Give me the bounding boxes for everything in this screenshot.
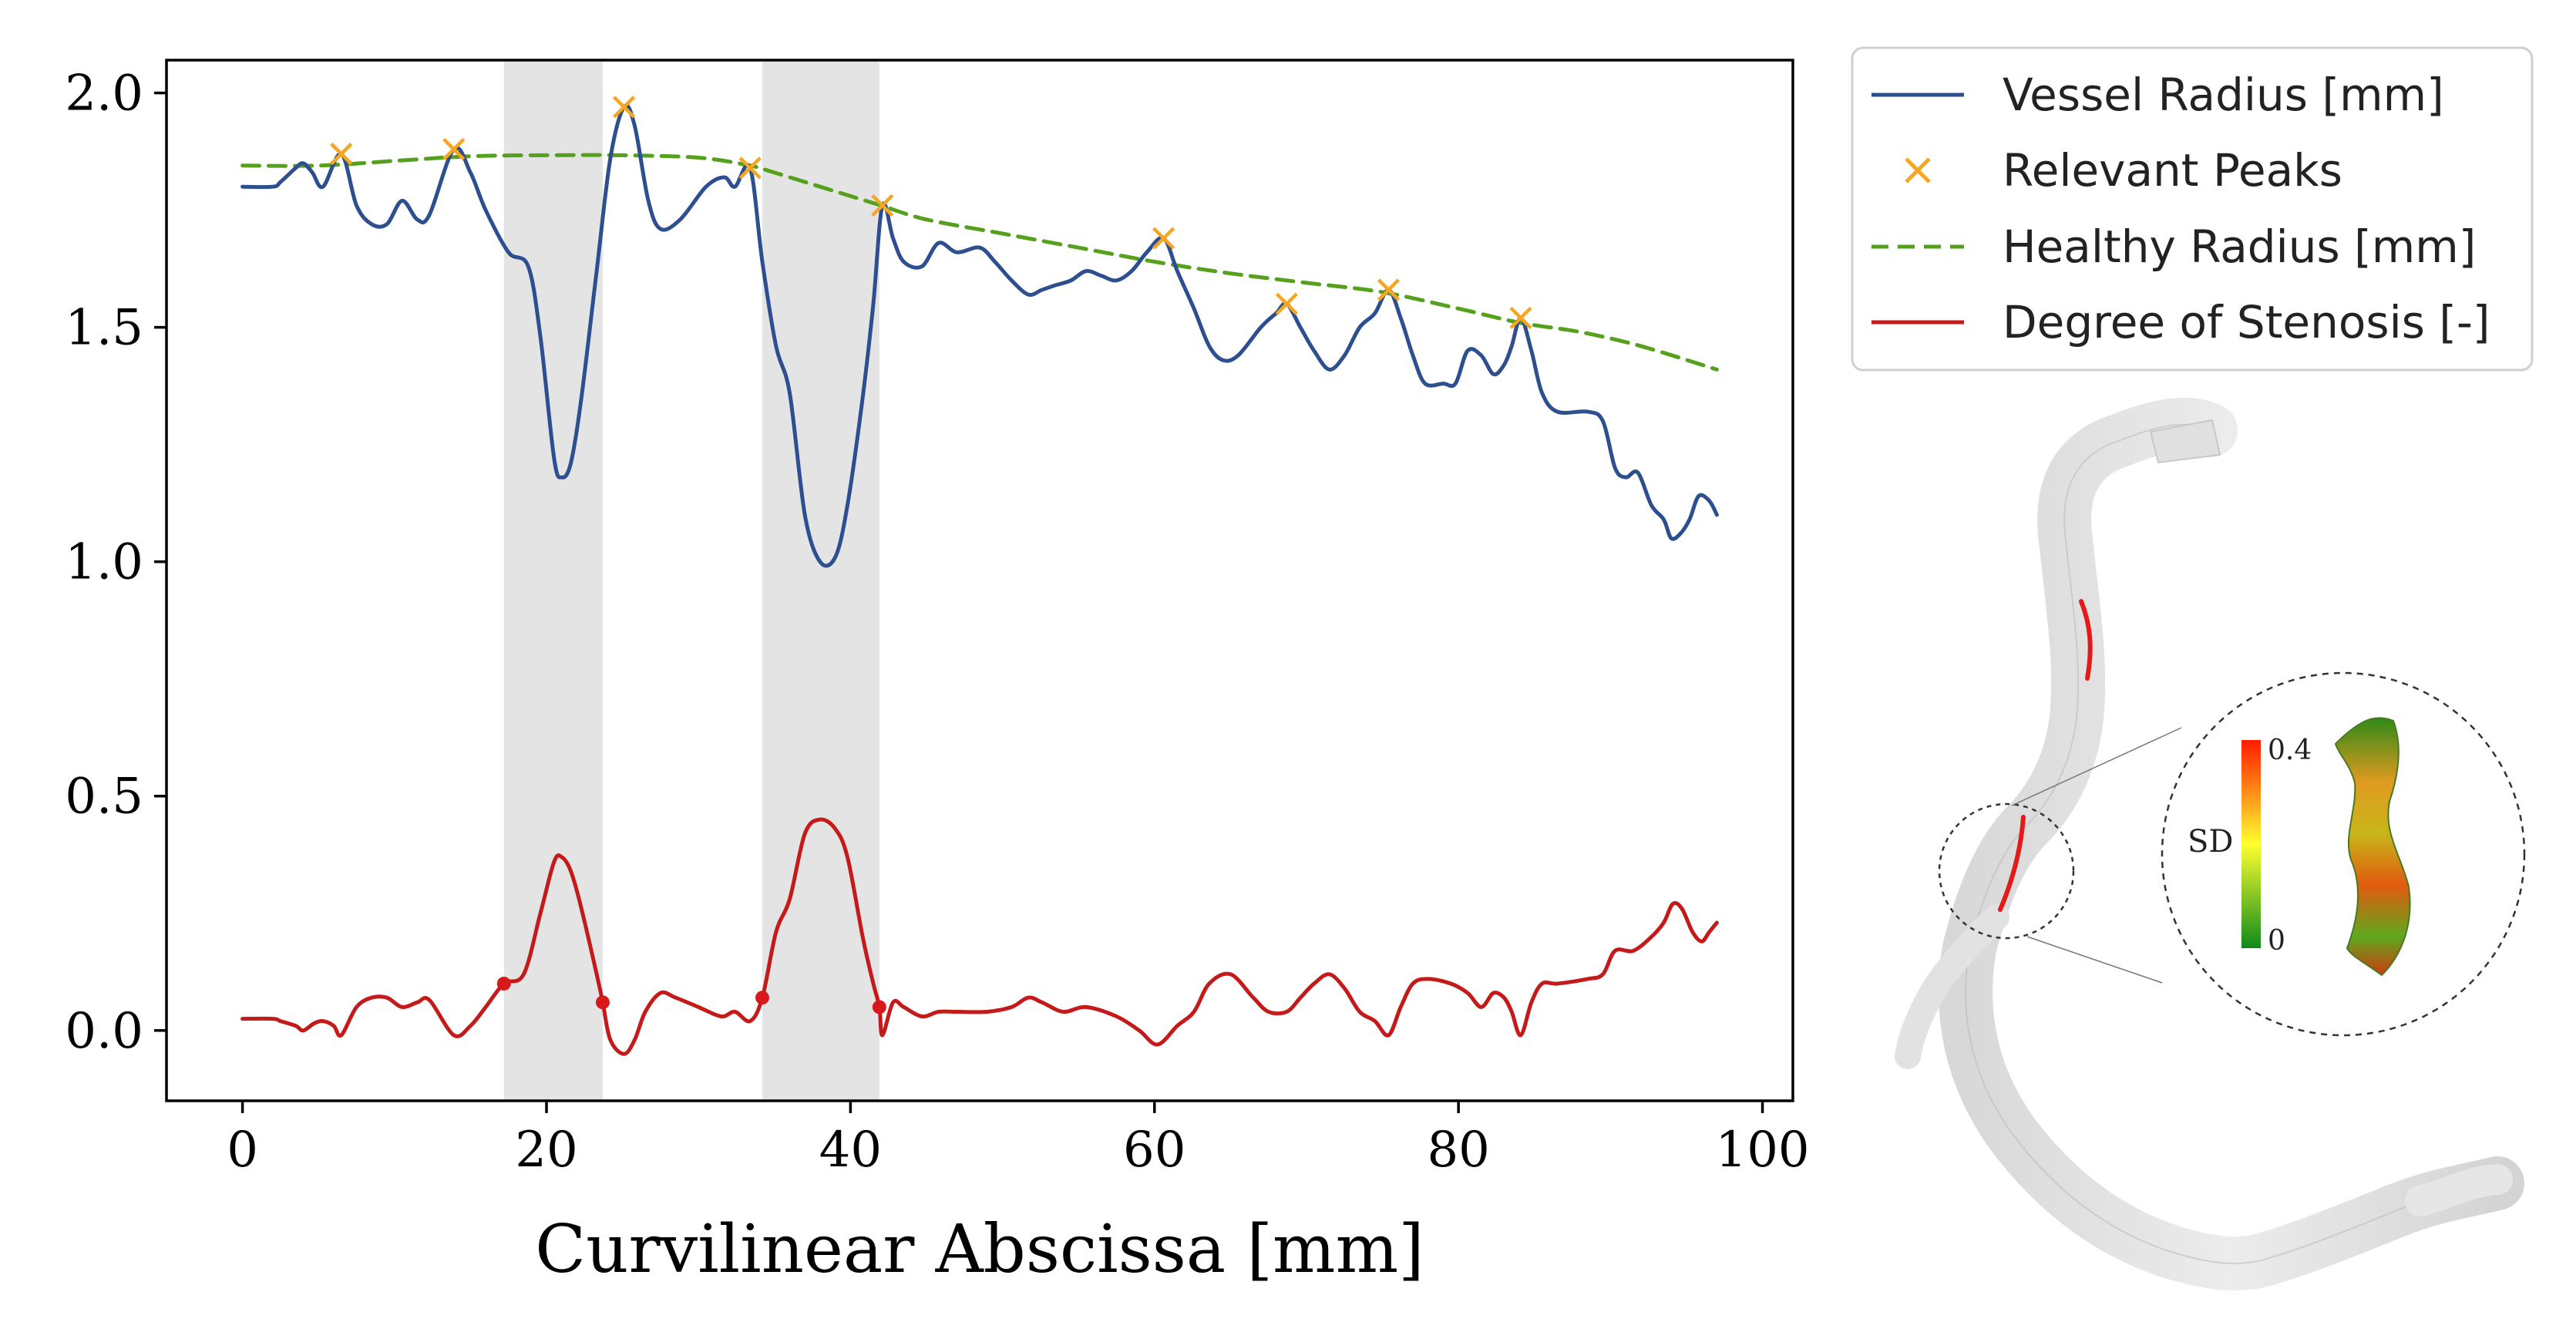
plot-frame — [165, 59, 1794, 1102]
peak-marker-6 — [1275, 292, 1298, 315]
legend: Vessel Radius [mm] Relevant Peaks Health… — [1851, 46, 2534, 372]
peak-marker-8 — [1509, 306, 1532, 330]
y-tick-label-4: 2.0 — [65, 66, 143, 123]
series-lines — [240, 103, 1719, 1056]
series-line-degree-of-stenosis — [240, 817, 1719, 1056]
main-plot: 0 20 40 60 80 100 0.0 0.5 1.0 1.5 2.0 Curvilinear… — [65, 59, 1810, 1288]
stenosis-boundary-dot-1 — [595, 995, 610, 1010]
peak-marker-2 — [612, 96, 636, 119]
zoom-connector-top — [2011, 727, 2182, 806]
peak-marker-1 — [442, 137, 466, 161]
x-tick-label-5: 100 — [1715, 1122, 1809, 1179]
stenosis-boundary-dot-3 — [872, 1000, 886, 1014]
stenosis-regions — [503, 60, 879, 1101]
peak-marker-7 — [1377, 278, 1401, 301]
legend-relevant-peaks: Relevant Peaks — [2003, 144, 2342, 197]
y-tick-label-3: 1.5 — [65, 300, 143, 357]
series-line-healthy-radius — [240, 153, 1719, 372]
sd-colorbar — [2241, 740, 2261, 948]
stenosis-boundary-dot-0 — [496, 976, 511, 991]
legend-box — [1851, 46, 2534, 372]
x-axis-ticks: 0 20 40 60 80 100 — [227, 1101, 1810, 1179]
vessel-side-branch — [1895, 904, 2009, 1069]
vessel-tail — [2405, 1164, 2513, 1216]
x-tick-label-0: 0 — [227, 1122, 258, 1179]
stenosis-region-1 — [762, 60, 879, 1101]
colorbar-title: SD — [2188, 824, 2233, 860]
series-markers — [330, 96, 1532, 1014]
stenosis-mark-lower — [1998, 815, 2026, 912]
vessel-3d-rendering: 0.4 0 SD — [1895, 397, 2526, 1291]
x-axis-label: Curvilinear Abscissa [mm] — [535, 1211, 1424, 1288]
peak-marker-0 — [330, 143, 353, 166]
y-tick-label-2: 1.0 — [65, 534, 143, 591]
legend-peaks-marker — [1905, 157, 1931, 183]
stenosis-boundary-dot-2 — [755, 991, 770, 1005]
x-tick-label-1: 20 — [515, 1122, 577, 1179]
x-tick-label-3: 60 — [1123, 1122, 1185, 1179]
y-axis-ticks: 0.0 0.5 1.0 1.5 2.0 — [65, 66, 166, 1060]
legend-vessel-radius: Vessel Radius [mm] — [2003, 69, 2444, 121]
legend-healthy-radius: Healthy Radius [mm] — [2003, 220, 2476, 273]
zoom-source-circle — [1938, 802, 2075, 940]
x-tick-label-2: 40 — [819, 1122, 882, 1179]
x-tick-label-4: 80 — [1427, 1122, 1489, 1179]
zoom-connector-bottom — [2026, 936, 2163, 984]
y-tick-label-0: 0.0 — [65, 1003, 143, 1060]
stenosis-region-0 — [503, 60, 603, 1101]
colorbar-min-label: 0 — [2268, 925, 2285, 957]
stenosis-mark-upper — [2079, 599, 2093, 681]
legend-degree-of-stenosis: Degree of Stenosis [-] — [2003, 296, 2490, 348]
colorbar-max-label: 0.4 — [2268, 735, 2312, 766]
peak-marker-4 — [871, 193, 894, 217]
series-line-vessel-radius — [240, 103, 1719, 568]
sd-colored-segment — [2334, 717, 2411, 977]
peak-marker-3 — [738, 156, 762, 180]
vessel-top-cap — [2149, 419, 2221, 464]
peak-marker-5 — [1152, 227, 1175, 250]
y-tick-label-1: 0.5 — [65, 769, 143, 826]
